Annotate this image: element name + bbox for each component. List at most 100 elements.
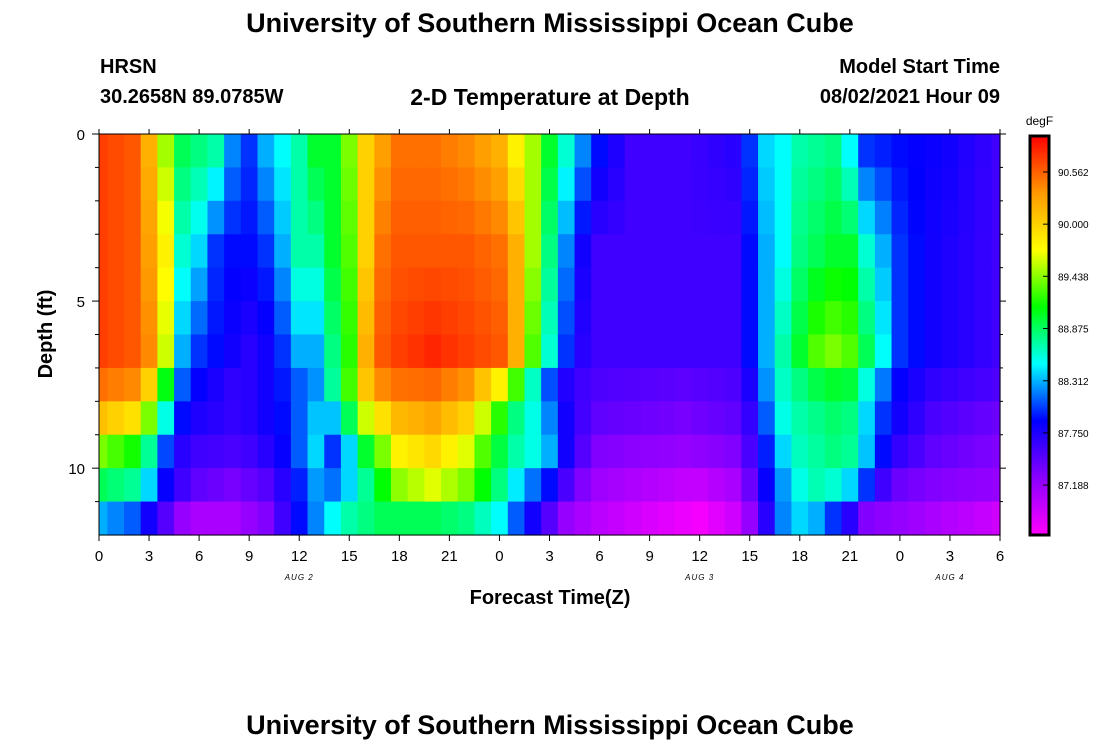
heatmap-cell [541,468,559,503]
heatmap-cell [207,200,225,235]
heatmap-cell [324,167,342,202]
heatmap-cell [991,134,1001,169]
heatmap-cell [758,334,776,369]
heatmap-cell [524,134,542,169]
colorbar-tick-label: 89.438 [1058,272,1089,283]
heatmap-cell [624,401,642,436]
heatmap-cell [224,334,242,369]
heatmap-cell [240,167,259,202]
heatmap-cell [591,501,609,536]
heatmap-cell [340,301,359,336]
heatmap-cell [557,234,576,269]
heatmap-cell [441,167,459,202]
heatmap-cell [99,401,108,436]
heatmap-cell [107,501,125,536]
heatmap-cell [758,200,776,235]
heatmap-cell [357,367,375,402]
heatmap-cell [99,234,108,269]
heatmap-cell [240,401,259,436]
heatmap-cell [808,401,826,436]
heatmap-cell [624,167,642,202]
heatmap-cell [641,234,659,269]
heatmap-cell [841,267,859,302]
heatmap-cell [557,301,576,336]
heatmap-cell [307,401,325,436]
heatmap-cell [758,301,776,336]
heatmap-cell [290,434,309,469]
heatmap-cell [157,134,175,169]
heatmap-cell [758,134,776,169]
heatmap-cell [340,468,359,503]
heatmap-cell [524,301,542,336]
heatmap-cell [858,267,876,302]
heatmap-cell [107,301,125,336]
heatmap-cell [390,200,409,235]
heatmap-cell [607,167,626,202]
heatmap-cell [741,434,759,469]
heatmap-cell [441,367,459,402]
heatmap-cell [491,434,509,469]
heatmap-cell [474,234,492,269]
heatmap-cell [741,267,759,302]
heatmap-cell [324,401,342,436]
heatmap-cell [958,401,976,436]
heatmap-cell [290,134,309,169]
heatmap-cell [991,367,1001,402]
heatmap-cell [541,234,559,269]
heatmap-cell [557,167,576,202]
heatmap-cell [941,468,959,503]
heatmap-cell [874,367,893,402]
heatmap-cell [741,367,759,402]
heatmap-cell [190,301,209,336]
heatmap-cell [774,167,793,202]
heatmap-cell [390,401,409,436]
heatmap-cell [791,200,809,235]
heatmap-cell [174,234,192,269]
heatmap-cell [124,267,142,302]
heatmap-cell [307,200,325,235]
heatmap-cell [791,267,809,302]
heatmap-cell [174,367,192,402]
heatmap-cell [190,401,209,436]
heatmap-cell [99,434,108,469]
heatmap-cell [174,401,192,436]
heatmap-cell [607,367,626,402]
heatmap-cell [290,167,309,202]
heatmap-cell [474,267,492,302]
heatmap-cell [941,134,959,169]
heatmap-cell [390,334,409,369]
heatmap-cell [374,468,392,503]
heatmap-cell [724,501,742,536]
heatmap-cell [324,367,342,402]
x-tick-label: 15 [741,548,758,565]
heatmap-cell [507,134,526,169]
heatmap-cell [574,167,592,202]
heatmap-cell [674,468,692,503]
heatmap-cell [607,401,626,436]
heatmap-cell [841,334,859,369]
heatmap-cell [924,434,943,469]
heatmap-cell [174,167,192,202]
heatmap-cell [140,401,158,436]
heatmap-cell [290,501,309,536]
heatmap-cell [374,434,392,469]
heatmap-cell [257,367,275,402]
y-tick-label: 5 [77,294,85,311]
heatmap-cell [507,334,526,369]
heatmap-cell [641,501,659,536]
heatmap-cell [457,301,476,336]
heatmap-cell [824,401,843,436]
heatmap-cell [507,434,526,469]
heatmap-cell [591,167,609,202]
heatmap-cell [858,401,876,436]
heatmap-cell [424,367,442,402]
heatmap-cell [891,501,909,536]
heatmap-cell [257,200,275,235]
heatmap-cell [824,501,843,536]
heatmap-cell [607,334,626,369]
heatmap-cell [407,334,425,369]
heatmap-cell [541,367,559,402]
heatmap-cell [190,334,209,369]
heatmap-cell [591,468,609,503]
